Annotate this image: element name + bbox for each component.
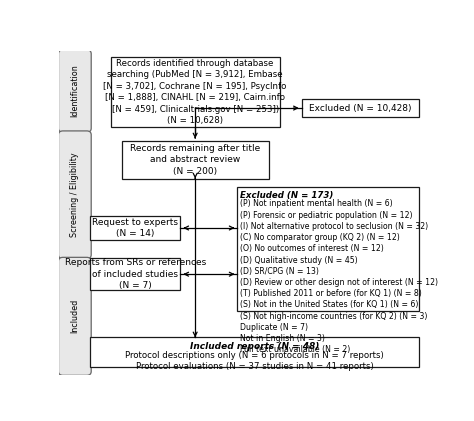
Text: Included: Included (70, 299, 79, 333)
Text: Request to experts
(N = 14): Request to experts (N = 14) (92, 218, 179, 238)
Text: Records remaining after title
and abstract review
(N = 200): Records remaining after title and abstra… (130, 144, 260, 176)
Text: Records identified through database
searching (PubMed [N = 3,912], Embase
[N = 3: Records identified through database sear… (103, 59, 287, 125)
Text: Protocol descriptions only (N = 6 protocols in N = 7 reports)
Protocol evaluatio: Protocol descriptions only (N = 6 protoc… (126, 351, 384, 371)
Text: Included reports (N = 48): Included reports (N = 48) (190, 342, 319, 351)
Bar (301, 99, 419, 117)
Bar (91, 258, 181, 290)
FancyBboxPatch shape (58, 131, 91, 258)
Text: Identification: Identification (70, 65, 79, 117)
Bar (122, 141, 269, 179)
Text: Excluded (N = 10,428): Excluded (N = 10,428) (309, 104, 412, 112)
Bar (110, 57, 280, 127)
Bar (237, 187, 419, 312)
Text: Screening / Eligibility: Screening / Eligibility (70, 152, 79, 237)
Bar (91, 216, 181, 240)
FancyBboxPatch shape (58, 50, 91, 132)
Bar (91, 337, 419, 367)
Text: Excluded (N = 173): Excluded (N = 173) (240, 191, 334, 200)
FancyBboxPatch shape (58, 257, 91, 376)
Text: (P) Not inpatient mental health (N = 6)
(P) Forensic or pediatric population (N : (P) Not inpatient mental health (N = 6) … (240, 199, 438, 354)
Text: Reports from SRs or references
of included studies
(N = 7): Reports from SRs or references of includ… (65, 258, 206, 290)
